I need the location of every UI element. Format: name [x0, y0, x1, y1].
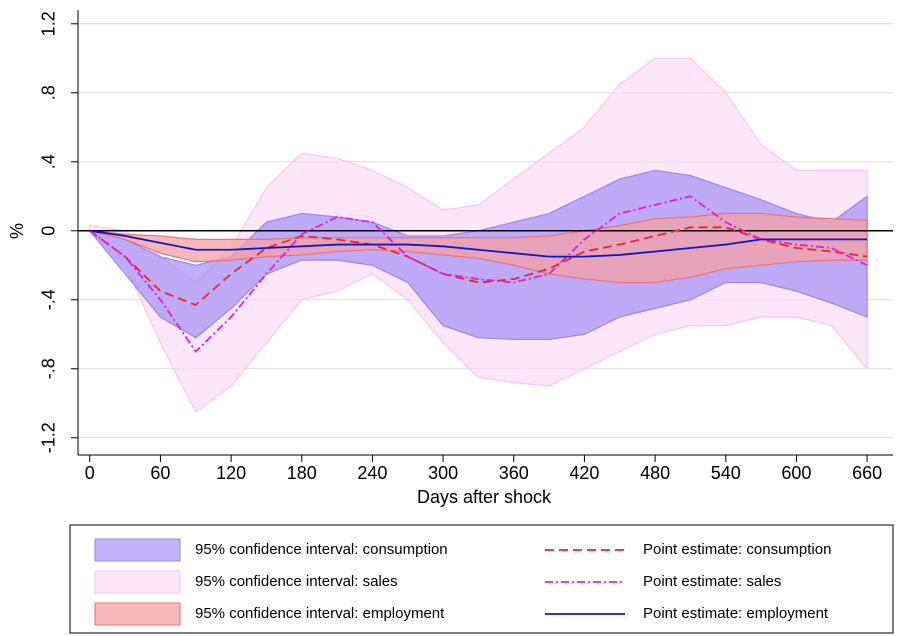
x-tick-label: 300 — [428, 463, 458, 483]
legend-label: Point estimate: employment — [643, 605, 829, 622]
x-axis-title: Days after shock — [417, 487, 552, 507]
x-tick-label: 480 — [640, 463, 670, 483]
legend-label: 95% confidence interval: consumption — [195, 541, 448, 558]
y-tick-label: -.8 — [39, 358, 59, 379]
y-tick-label: -1.2 — [39, 422, 59, 453]
y-tick-label: 1.2 — [39, 11, 59, 36]
y-tick-label: .8 — [39, 85, 59, 100]
legend-label: Point estimate: consumption — [643, 541, 831, 558]
x-tick-label: 540 — [711, 463, 741, 483]
x-tick-label: 600 — [781, 463, 811, 483]
legend-swatch — [94, 570, 181, 594]
x-tick-label: 660 — [852, 463, 882, 483]
y-tick-label: 0 — [39, 226, 59, 236]
line — [89, 226, 868, 306]
legend: 95% confidence interval: consumption 95% … — [94, 538, 831, 626]
legend-label: Point estimate: sales — [643, 573, 781, 590]
x-tick-label: 60 — [150, 463, 170, 483]
y-tick-label: -.4 — [39, 289, 59, 310]
legend-label: 95% confidence interval: sales — [195, 573, 398, 590]
x-tick-label: 240 — [357, 463, 387, 483]
x-tick-label: 180 — [287, 463, 317, 483]
legend-label: 95% confidence interval: employment — [195, 605, 445, 622]
legend-box — [69, 524, 894, 634]
x-tick-label: 420 — [569, 463, 599, 483]
x-tick-label: 360 — [499, 463, 529, 483]
legend-swatch — [94, 538, 181, 562]
legend-swatch — [94, 602, 181, 626]
line — [89, 229, 868, 258]
x-tick-label: 120 — [216, 463, 246, 483]
y-tick-label: .4 — [39, 154, 59, 169]
line — [89, 195, 868, 353]
y-axis-title: % — [7, 223, 27, 239]
x-tick-label: 0 — [85, 463, 95, 483]
